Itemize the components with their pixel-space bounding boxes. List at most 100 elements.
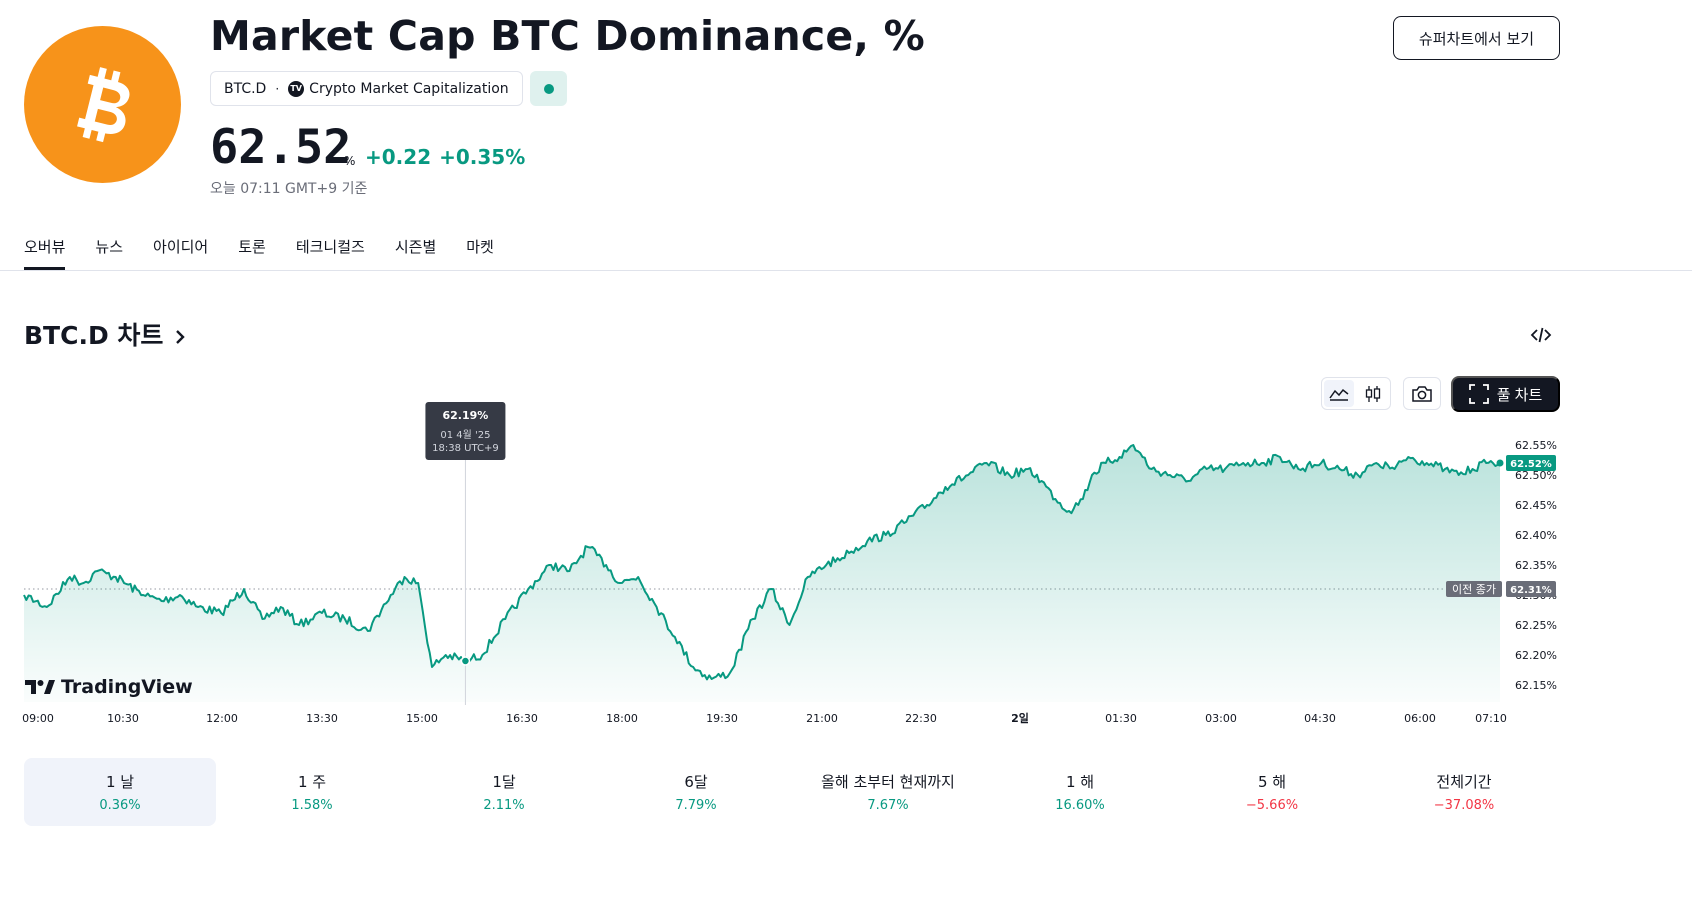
x-tick-label: 22:30 [905,712,937,725]
x-tick-label: 10:30 [107,712,139,725]
tab-ideas[interactable]: 아이디어 [153,238,209,256]
tradingview-mini-icon: TV [288,80,305,97]
x-tick-label: 04:30 [1304,712,1336,725]
x-tick-label: 13:30 [306,712,338,725]
x-tick-label: 21:00 [806,712,838,725]
period-label: 1 주 [297,773,327,791]
x-tick-label: 03:00 [1205,712,1237,725]
period-1w[interactable]: 1 주 1.58% [216,758,408,826]
x-tick-label: 09:00 [22,712,54,725]
price-unit: % [344,154,356,168]
x-tick-label: 19:30 [706,712,738,725]
period-value: 7.79% [675,798,717,813]
period-1d[interactable]: 1 날 0.36% [24,758,216,826]
snapshot-button[interactable] [1403,377,1441,410]
y-tick-label: 62.25% [1515,619,1557,632]
change-absolute: +0.22 [365,145,432,169]
y-tick-label: 62.50% [1515,469,1557,482]
tradingview-logo-icon [25,680,55,694]
y-tick-label: 62.20% [1515,649,1557,662]
page-title: Market Cap BTC Dominance, % [210,12,925,60]
tab-markets[interactable]: 마켓 [466,238,494,256]
period-value: −5.66% [1245,798,1299,813]
y-tick-label: 62.35% [1515,559,1557,572]
candles-icon [1365,385,1381,402]
full-chart-button[interactable]: 풀 차트 [1451,376,1560,412]
y-axis: 62.55%62.50%62.45%62.40%62.35%62.30%62.2… [1515,439,1557,692]
section-tabs: 오버뷰 뉴스 아이디어 토론 테크니컬즈 시즌별 마켓 [24,236,524,270]
tooltip-value: 62.19% [443,409,489,422]
y-tick-label: 62.15% [1515,679,1557,692]
x-tick-label: 07:10 [1475,712,1507,725]
chart-heading-text: BTC.D 차트 [24,321,164,350]
fullscreen-icon [1468,384,1489,404]
market-status-indicator[interactable] [530,71,567,106]
candles-chart-button[interactable] [1358,380,1388,407]
symbol-exchange-chip[interactable]: BTC.D · TV Crypto Market Capitalization [210,71,523,106]
y-tick-label: 62.55% [1515,439,1557,452]
period-label: 5 해 [1257,773,1287,791]
period-label: 1 해 [1065,773,1095,791]
tab-news[interactable]: 뉴스 [95,238,124,256]
previous-close-value: 62.31% [1510,585,1552,596]
period-value: 16.60% [1055,798,1105,813]
line-chart-button[interactable] [1324,380,1354,407]
change-percent: +0.35% [439,145,526,169]
x-tick-label: 01:30 [1105,712,1137,725]
last-value-tag: 62.52% [1506,455,1556,471]
period-1m[interactable]: 1달 2.11% [408,758,600,826]
period-label: 6달 [684,773,708,791]
tooltip-time: 18:38 UTC+9 [432,443,499,454]
x-tick-label: 06:00 [1404,712,1436,725]
symbol-label: BTC.D [224,80,267,97]
hover-point [460,656,471,666]
period-1y[interactable]: 1 해 16.60% [984,758,1176,826]
x-tick-label: 16:30 [506,712,538,725]
tab-overview[interactable]: 오버뷰 [24,236,66,270]
last-value-label: 62.52% [1510,459,1552,470]
period-value: 2.11% [483,798,525,813]
camera-icon [1412,385,1432,402]
current-price: 62.52 [210,120,352,175]
area-fill [24,445,1500,702]
period-ytd[interactable]: 올해 초부터 현재까지 7.67% [792,758,984,826]
line-chart-icon [1329,388,1349,401]
bitcoin-icon [76,66,129,142]
period-6m[interactable]: 6달 7.79% [600,758,792,826]
period-value: 1.58% [291,798,333,813]
chevron-right-icon [176,330,185,344]
y-tick-label: 62.45% [1515,499,1557,512]
period-label: 1달 [492,773,516,791]
btc-dominance-chart[interactable]: 62.55%62.50%62.45%62.40%62.35%62.30%62.2… [0,400,1692,740]
full-chart-label: 풀 차트 [1496,386,1543,404]
tab-technicals[interactable]: 테크니컬즈 [295,238,365,256]
y-tick-label: 62.40% [1515,529,1557,542]
period-all[interactable]: 전체기간 −37.08% [1368,758,1560,826]
x-tick-label: 2일 [1011,711,1029,725]
chart-heading-link[interactable]: BTC.D 차트 [24,316,186,352]
tooltip-date: 01 4월 '25 [440,429,490,441]
source-label: Crypto Market Capitalization [309,80,509,97]
period-label: 1 날 [105,773,135,791]
previous-close-tag: 이전 종가 62.31% [1446,581,1556,597]
period-value: −37.08% [1433,798,1495,813]
x-tick-label: 12:00 [206,712,238,725]
tradingview-brand[interactable]: TradingView [25,676,193,698]
tab-seasonals[interactable]: 시즌별 [394,238,437,256]
market-open-dot-icon [543,83,554,94]
series-line [23,444,1501,681]
tradingview-brand-text: TradingView [61,676,193,698]
x-tick-label: 15:00 [406,712,438,725]
open-supercharts-button[interactable]: 슈퍼차트에서 보기 [1393,16,1560,60]
period-5y[interactable]: 5 해 −5.66% [1176,758,1368,826]
previous-close-label: 이전 종가 [1452,583,1496,596]
symbol-separator: · [275,81,280,96]
tabs-divider [0,270,1692,271]
last-point [1496,459,1504,467]
tab-discussions[interactable]: 토론 [238,238,266,256]
embed-code-icon[interactable] [1530,324,1552,346]
period-label: 올해 초부터 현재까지 [821,773,955,791]
period-performance-bar: 1 날 0.36% 1 주 1.58% 1달 2.11% 6달 7.79% 올해 초부터… [24,758,1560,826]
chart-tooltip: 62.19% 01 4월 '25 18:38 UTC+9 [425,402,506,460]
x-tick-label: 18:00 [606,712,638,725]
